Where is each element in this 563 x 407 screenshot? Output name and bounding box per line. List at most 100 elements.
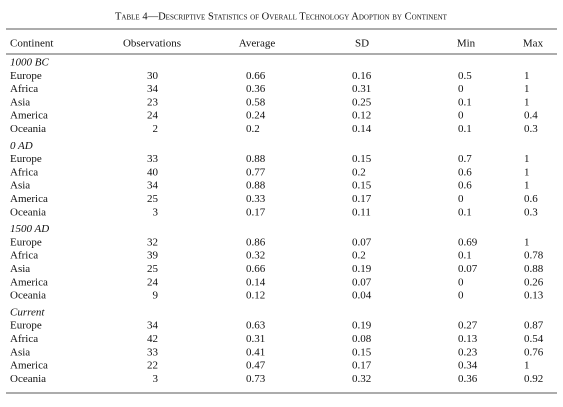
cell: 0.88 xyxy=(246,180,266,192)
cell: 1 xyxy=(524,83,530,95)
cell: 34 xyxy=(147,180,159,192)
cell: 0.6 xyxy=(458,166,472,178)
cell: 0.12 xyxy=(352,110,371,122)
cell: 0.15 xyxy=(352,180,372,192)
cell: 0.04 xyxy=(352,290,372,302)
cell: 0.73 xyxy=(246,373,266,385)
row-label: Asia xyxy=(10,180,30,192)
cell: 0.66 xyxy=(246,263,266,275)
cell: 0.34 xyxy=(458,360,478,372)
cell: 42 xyxy=(147,333,158,345)
header-cell: Observations xyxy=(123,38,181,50)
cell: 0.2 xyxy=(352,250,366,262)
cell: 0.15 xyxy=(352,346,372,358)
cell: 0.88 xyxy=(524,263,544,275)
cell: 0.76 xyxy=(524,346,544,358)
cell: 34 xyxy=(147,83,159,95)
cell: 0.13 xyxy=(524,290,544,302)
cell: 0.19 xyxy=(352,320,372,332)
row-label: Asia xyxy=(10,96,30,108)
row-label: America xyxy=(10,360,48,372)
cell: 23 xyxy=(147,96,159,108)
cell: 0.1 xyxy=(458,123,472,135)
cell: 0.47 xyxy=(246,360,266,372)
cell: 0.07 xyxy=(352,236,372,248)
cell: 0.41 xyxy=(246,346,265,358)
cell: 0.17 xyxy=(246,206,266,218)
cell: 0.2 xyxy=(352,166,366,178)
cell: 0.86 xyxy=(246,236,266,248)
header-cell: Max xyxy=(523,38,544,50)
cell: 0.36 xyxy=(458,373,478,385)
header-cell: SD xyxy=(355,38,369,50)
cell: 0.54 xyxy=(524,333,544,345)
cell: 0.92 xyxy=(524,373,543,385)
row-label: Africa xyxy=(10,333,38,345)
cell: 1 xyxy=(524,166,530,178)
row-label: Oceania xyxy=(10,123,46,135)
row-label: Asia xyxy=(10,346,30,358)
cell: 0.2 xyxy=(246,123,260,135)
cell: 0 xyxy=(458,276,464,288)
cell: 0.1 xyxy=(458,206,472,218)
group-label: Current xyxy=(10,306,45,318)
cell: 0.4 xyxy=(524,110,538,122)
row-label: Europe xyxy=(10,153,42,165)
header-cell: Average xyxy=(239,38,276,50)
cell: 0.31 xyxy=(246,333,265,345)
cell: 0.69 xyxy=(458,236,478,248)
row-label: Europe xyxy=(10,70,42,82)
cell: 0.14 xyxy=(246,276,266,288)
cell: 0.07 xyxy=(352,276,372,288)
header-cell: Continent xyxy=(10,38,53,50)
cell: 0 xyxy=(458,193,464,205)
cell: 0.24 xyxy=(246,110,266,122)
cell: 0.63 xyxy=(246,320,266,332)
row-label: America xyxy=(10,110,48,122)
cell: 1 xyxy=(524,236,530,248)
cell: 0 xyxy=(458,290,464,302)
row-label: Africa xyxy=(10,166,38,178)
cell: 30 xyxy=(147,70,159,82)
cell: 0.17 xyxy=(352,193,372,205)
row-label: Oceania xyxy=(10,206,46,218)
header-cell: Min xyxy=(457,38,476,50)
row-label: Europe xyxy=(10,320,42,332)
cell: 0.15 xyxy=(352,153,372,165)
cell: 0.1 xyxy=(458,96,472,108)
row-label: Oceania xyxy=(10,290,46,302)
cell: 0.32 xyxy=(246,250,265,262)
cell: 40 xyxy=(147,166,159,178)
cell: 1 xyxy=(524,180,530,192)
cell: 0.88 xyxy=(246,153,266,165)
cell: 1 xyxy=(524,96,530,108)
cell: 33 xyxy=(147,346,159,358)
cell: 0.6 xyxy=(458,180,472,192)
table-title: Table 4—Descriptive Statistics of Overal… xyxy=(115,11,448,22)
cell: 0.11 xyxy=(352,206,371,218)
cell: 0.77 xyxy=(246,166,266,178)
cell: 0.58 xyxy=(246,96,266,108)
cell: 0.36 xyxy=(246,83,266,95)
cell: 0.5 xyxy=(458,70,472,82)
cell: 2 xyxy=(153,123,159,135)
cell: 1 xyxy=(524,70,530,82)
cell: 0.78 xyxy=(524,250,544,262)
row-label: Europe xyxy=(10,236,42,248)
cell: 3 xyxy=(153,373,159,385)
row-label: Africa xyxy=(10,83,38,95)
group-label: 1000 BC xyxy=(10,57,49,69)
cell: 0.3 xyxy=(524,206,538,218)
cell: 25 xyxy=(147,193,159,205)
cell: 0.26 xyxy=(524,276,544,288)
row-label: America xyxy=(10,193,48,205)
cell: 0.13 xyxy=(458,333,478,345)
cell: 0.33 xyxy=(246,193,266,205)
cell: 0.31 xyxy=(352,83,371,95)
cell: 1 xyxy=(524,360,530,372)
cell: 0.6 xyxy=(524,193,538,205)
group-label: 0 AD xyxy=(10,140,33,152)
cell: 0.32 xyxy=(352,373,371,385)
